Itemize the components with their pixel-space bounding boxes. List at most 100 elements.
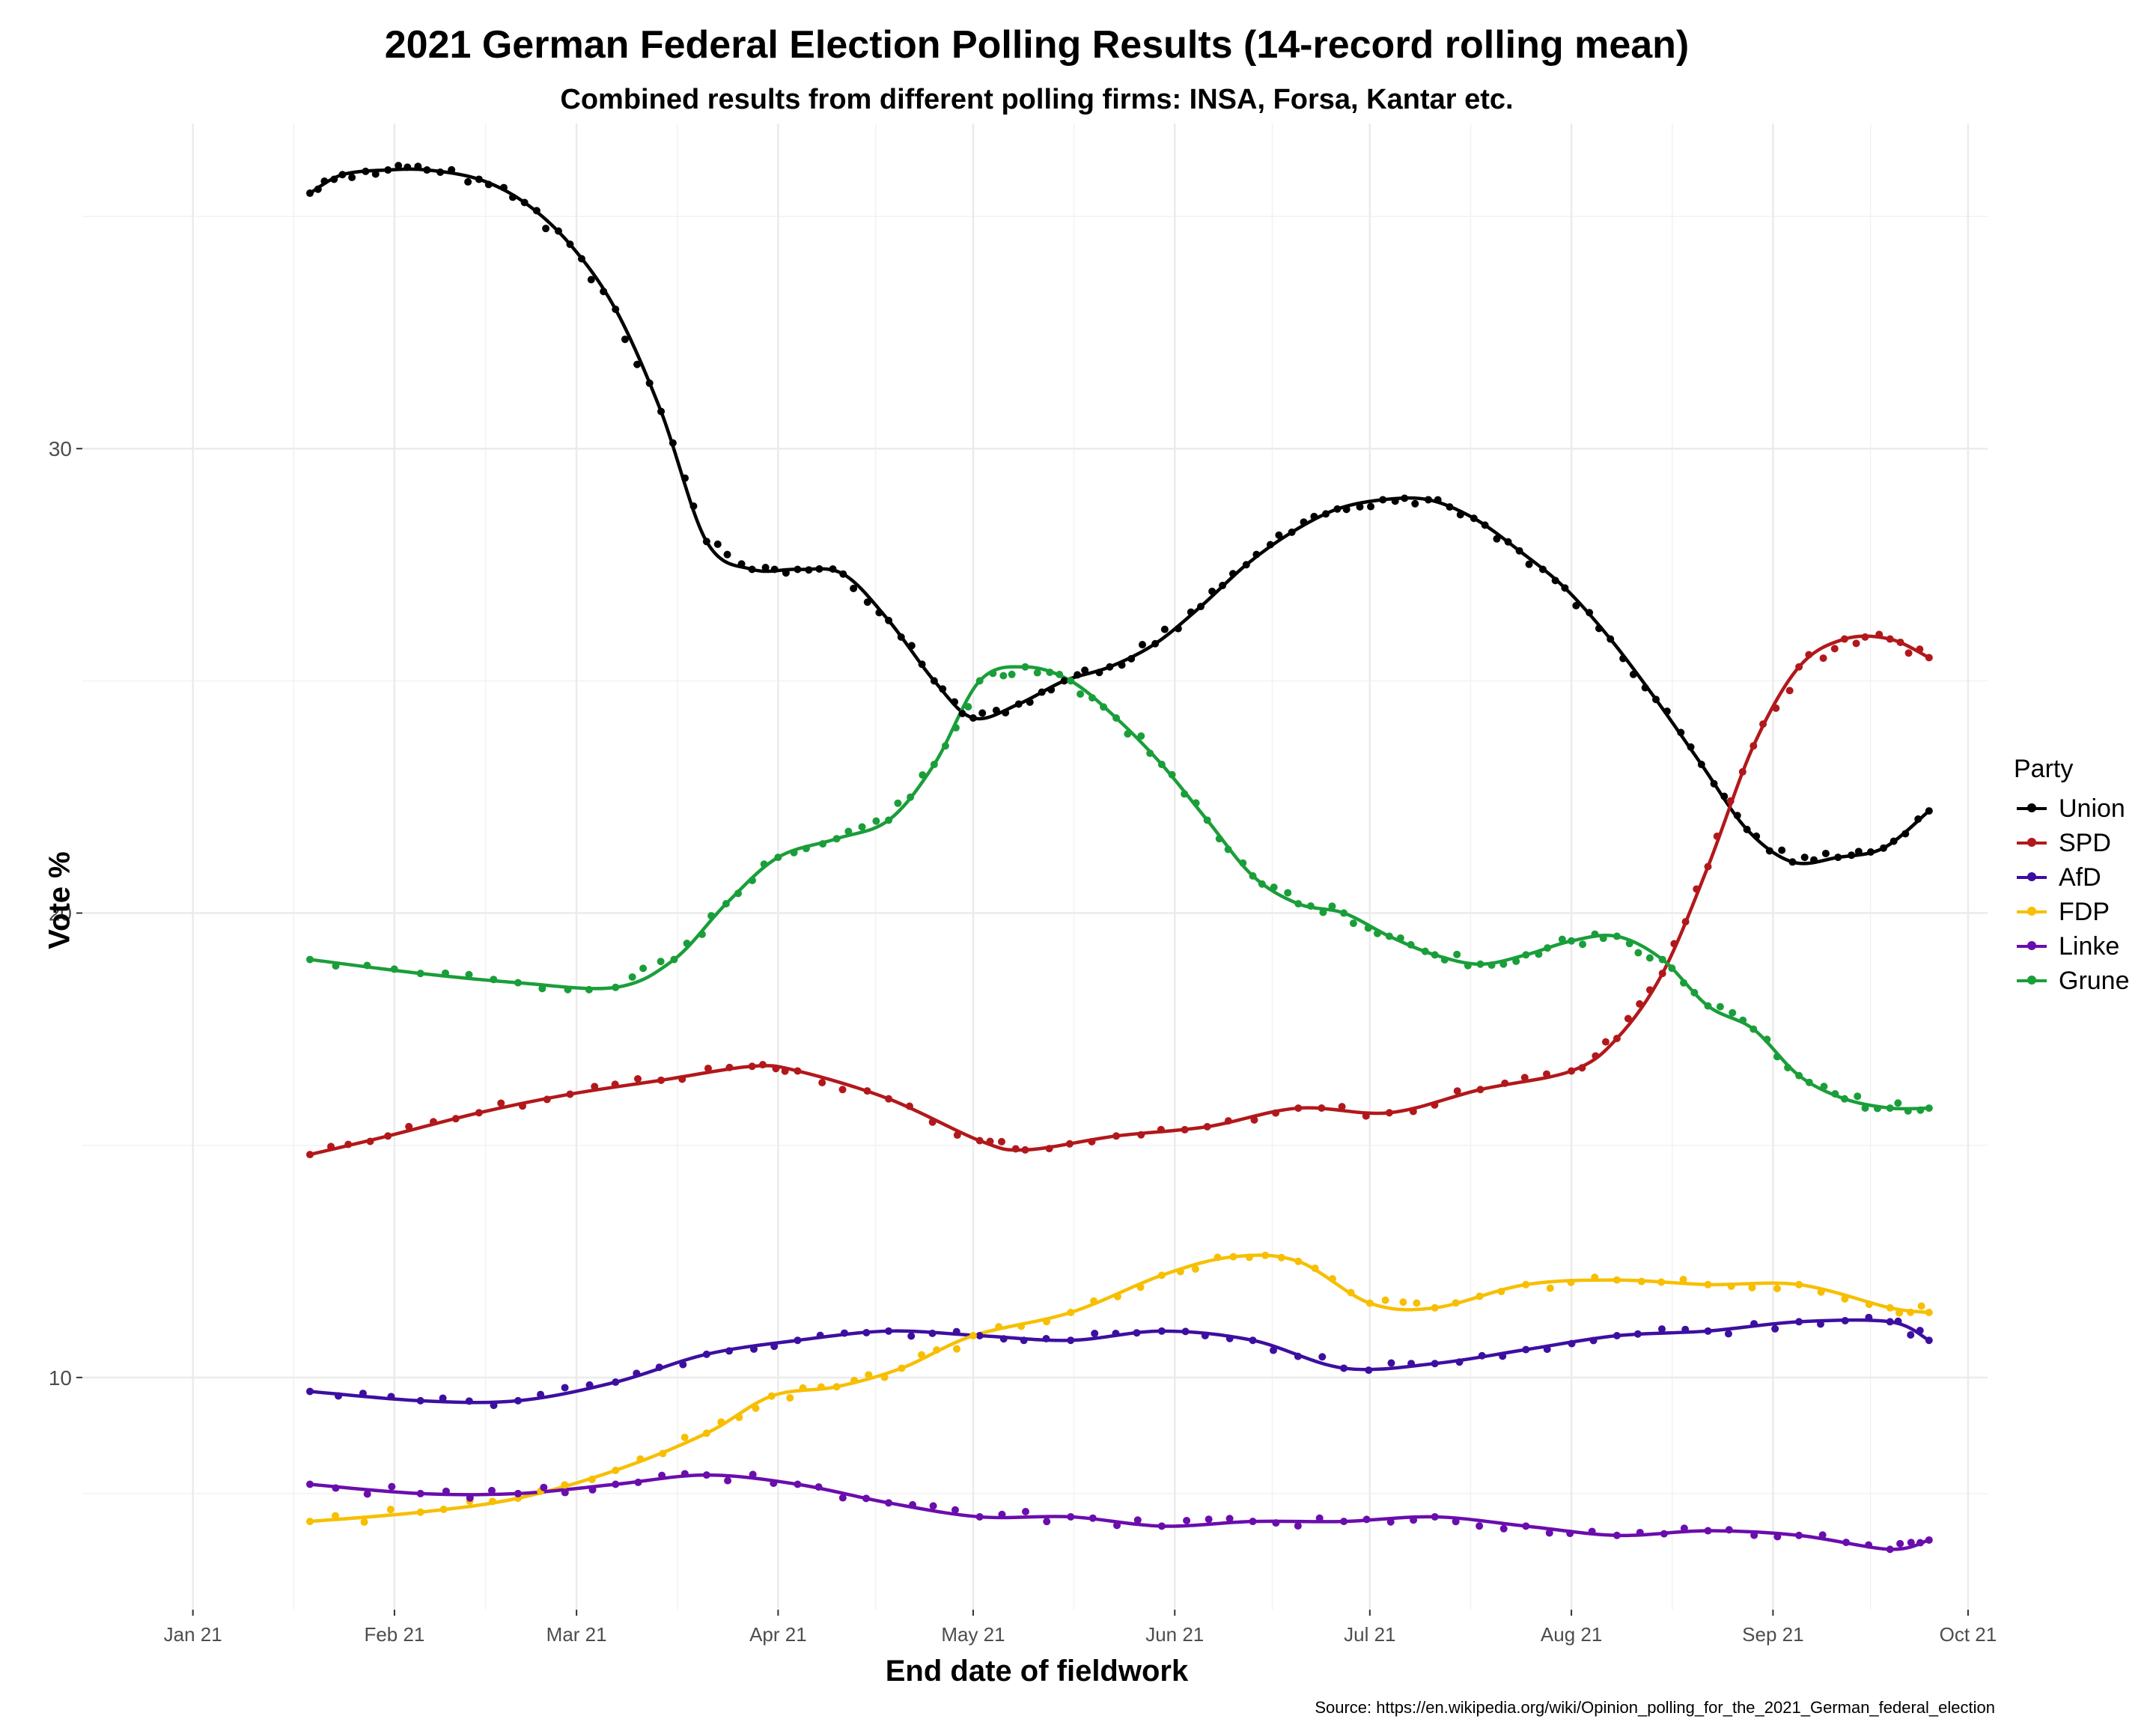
- point-afd: [928, 1329, 937, 1337]
- x-tick-label: Sep 21: [1742, 1623, 1803, 1646]
- point-union: [839, 570, 847, 578]
- point-spd: [1520, 1074, 1529, 1082]
- point-union: [1551, 576, 1559, 585]
- point-union: [1914, 815, 1922, 824]
- point-union: [1821, 849, 1830, 857]
- point-linke: [1067, 1512, 1075, 1521]
- point-grune: [1407, 940, 1415, 949]
- point-grune: [1284, 889, 1292, 897]
- point-spd: [1613, 1035, 1621, 1043]
- point-union: [875, 609, 883, 617]
- point-union: [1411, 499, 1419, 508]
- point-union: [897, 633, 905, 641]
- point-afd: [1724, 1330, 1732, 1338]
- point-afd: [1318, 1353, 1327, 1361]
- point-union: [770, 565, 779, 574]
- point-union: [1151, 639, 1160, 648]
- point-linke: [588, 1485, 597, 1494]
- point-grune: [999, 672, 1008, 680]
- point-spd: [758, 1061, 767, 1069]
- point-grune: [1645, 954, 1654, 962]
- point-grune: [657, 958, 665, 966]
- point-linke: [1113, 1521, 1121, 1530]
- point-afd: [1704, 1327, 1712, 1335]
- legend-item-linke: Linke: [2014, 929, 2130, 964]
- x-tick-label: Jan 21: [164, 1623, 222, 1646]
- point-union: [314, 185, 322, 193]
- point-union: [1854, 848, 1863, 856]
- point-linke: [487, 1486, 496, 1494]
- point-fdp: [799, 1384, 807, 1392]
- point-union: [1275, 531, 1283, 539]
- point-afd: [1067, 1336, 1075, 1345]
- legend-label: Linke: [2059, 931, 2120, 961]
- point-union: [566, 240, 574, 249]
- point-grune: [1294, 900, 1303, 908]
- point-grune: [1805, 1078, 1813, 1086]
- point-union: [1127, 654, 1136, 663]
- point-union: [395, 162, 403, 170]
- point-union: [1118, 661, 1126, 669]
- point-spd: [1065, 1140, 1074, 1148]
- point-union: [1800, 854, 1809, 862]
- point-spd: [1636, 1000, 1644, 1008]
- point-fdp: [865, 1371, 873, 1379]
- point-grune: [1146, 749, 1154, 758]
- point-afd: [679, 1360, 687, 1369]
- point-spd: [1592, 1052, 1600, 1060]
- point-union: [918, 660, 926, 669]
- point-grune: [1904, 1107, 1912, 1115]
- point-union: [850, 584, 858, 592]
- point-fdp: [1795, 1280, 1803, 1289]
- point-spd: [1875, 630, 1884, 639]
- point-spd: [366, 1137, 374, 1146]
- point-spd: [928, 1118, 937, 1126]
- point-spd: [591, 1083, 599, 1091]
- point-linke: [416, 1489, 424, 1497]
- point-grune: [885, 816, 893, 824]
- point-afd: [1568, 1339, 1576, 1348]
- point-spd: [384, 1132, 392, 1140]
- y-tick-label: 30: [49, 437, 72, 460]
- point-grune: [790, 848, 798, 857]
- point-spd: [885, 1095, 893, 1103]
- point-fdp: [561, 1481, 569, 1489]
- fit-line-spd: [309, 634, 1930, 1157]
- point-linke: [1452, 1518, 1460, 1526]
- point-spd: [1759, 720, 1767, 728]
- point-afd: [1201, 1331, 1209, 1339]
- point-union: [1788, 858, 1797, 866]
- point-union: [645, 379, 654, 387]
- point-spd: [1670, 940, 1678, 948]
- point-afd: [1816, 1320, 1824, 1328]
- point-linke: [929, 1502, 937, 1510]
- point-grune: [1224, 845, 1232, 854]
- point-afd: [1795, 1318, 1803, 1326]
- point-union: [520, 198, 529, 207]
- point-spd: [475, 1109, 483, 1117]
- fit-lines: [308, 167, 1931, 1551]
- point-grune: [1453, 950, 1461, 958]
- point-union: [1310, 512, 1318, 520]
- point-union: [1391, 497, 1399, 505]
- legend-label: SPD: [2059, 828, 2111, 857]
- point-linke: [514, 1489, 522, 1497]
- point-fdp: [969, 1332, 977, 1340]
- point-afd: [439, 1394, 447, 1402]
- point-spd: [1157, 1125, 1165, 1134]
- point-grune: [802, 845, 810, 853]
- point-afd: [1865, 1313, 1873, 1321]
- point-grune: [1168, 770, 1176, 779]
- point-union: [1481, 521, 1489, 529]
- point-union: [1095, 669, 1103, 677]
- point-grune: [941, 742, 949, 750]
- point-fdp: [1413, 1299, 1421, 1307]
- point-afd: [1112, 1329, 1120, 1337]
- point-fdp: [1157, 1271, 1166, 1280]
- point-spd: [1088, 1137, 1096, 1146]
- point-union: [448, 165, 456, 174]
- point-grune: [975, 677, 984, 685]
- x-tick-label: Oct 21: [1940, 1623, 1997, 1646]
- point-fdp: [1925, 1309, 1933, 1316]
- point-fdp: [439, 1506, 448, 1513]
